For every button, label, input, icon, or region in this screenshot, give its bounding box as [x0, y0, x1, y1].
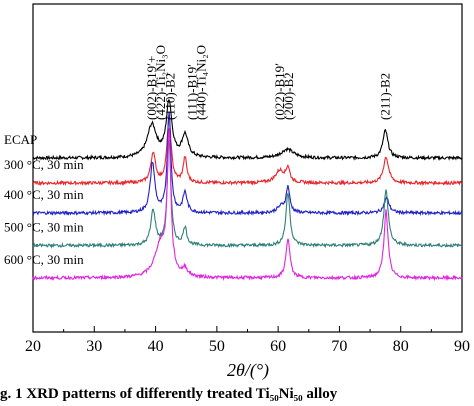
- x-tick-label: 40: [148, 338, 164, 355]
- series-line: [32, 99, 463, 161]
- x-tick-label: 90: [454, 338, 470, 355]
- series-label: 400 °C, 30 min: [4, 187, 84, 202]
- series-labels: ECAP 300 °C, 30 min 400 °C, 30 min 500 °C, …: [4, 132, 84, 267]
- series-label: ECAP: [4, 132, 37, 147]
- x-axis-label: 2θ/(°): [227, 360, 269, 381]
- series-line: [32, 111, 463, 216]
- peak-annotation: (110)-B2: [162, 73, 177, 120]
- plot-frame: [32, 3, 463, 333]
- figure-caption: g. 1 XRD patterns of differently treated…: [0, 386, 338, 402]
- x-axis: 20 30 40 50 60 70 80 90: [25, 326, 470, 355]
- series-label: 300 °C, 30 min: [4, 157, 84, 172]
- x-tick-label: 60: [270, 338, 286, 355]
- peak-annotation: (002)-B19′+: [144, 56, 159, 120]
- series-layer: [32, 99, 463, 282]
- peak-annotation: (440)-Ti₄Ni₂O: [194, 45, 209, 120]
- peak-annotations: (002)-B19′+(422)-Ti₂Ni₃O(110)-B2 (111)-B1…: [144, 45, 392, 120]
- series-line: [32, 115, 463, 187]
- x-tick-label: 80: [393, 338, 409, 355]
- series-line: [32, 139, 463, 249]
- peak-annotation: (211)-B2: [377, 73, 392, 120]
- series-label: 600 °C, 30 min: [4, 252, 84, 267]
- peak-annotation: (422)-Ti₂Ni₃O: [153, 45, 168, 120]
- x-tick-label: 30: [86, 338, 102, 355]
- x-tick-label: 20: [25, 338, 41, 355]
- series-line: [32, 128, 463, 282]
- series-label: 500 °C, 30 min: [4, 220, 84, 235]
- x-tick-label: 50: [209, 338, 225, 355]
- peak-annotation: (111)-B19′: [184, 64, 199, 120]
- peak-annotation: (200)-B2: [281, 72, 296, 120]
- plot-border: [32, 3, 463, 333]
- x-tick-label: 70: [331, 338, 347, 355]
- peak-annotation: (022)-B19′: [272, 63, 287, 120]
